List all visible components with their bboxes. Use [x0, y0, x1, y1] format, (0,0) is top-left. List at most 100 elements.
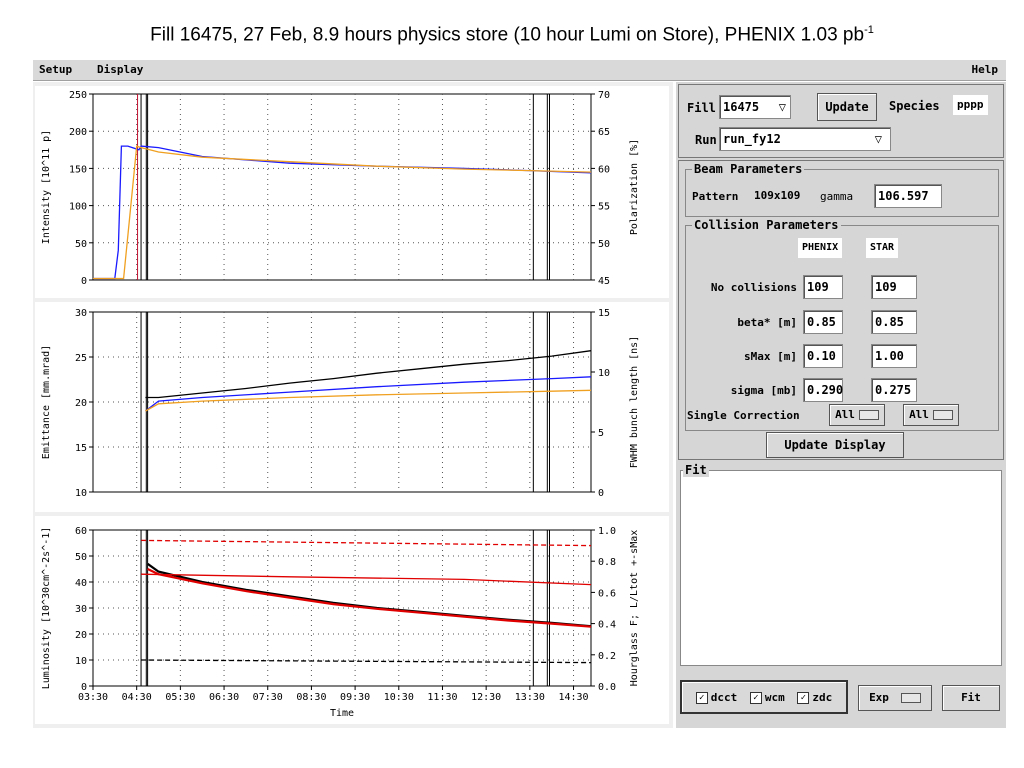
emittance-bunchlength-plot[interactable]: 10 15 20 25 30 0 5 10 15 Emittance [mm.mrad] FWHM …	[35, 302, 669, 512]
x-tick-label: 07:30	[253, 692, 283, 703]
y-tick-label: 50	[75, 552, 87, 563]
y2-tick-label: 65	[598, 127, 610, 138]
star-column-header: STAR	[866, 238, 899, 258]
run-select[interactable]: run_fy12 ▽	[719, 127, 891, 151]
x-tick-label: 06:30	[209, 692, 239, 703]
y-axis-label: Intensity [10^11 p]	[41, 130, 52, 244]
phenix-value-input[interactable]: 0.290	[803, 378, 843, 402]
gamma-input[interactable]: 106.597	[874, 184, 942, 208]
pattern-value: 109x109	[754, 189, 801, 202]
y-tick-label: 20	[75, 398, 87, 409]
y2-tick-label: 0.6	[598, 588, 616, 599]
y-tick-label: 30	[75, 604, 87, 615]
collision-parameters-title: Collision Parameters	[692, 218, 841, 232]
dropdown-arrow-icon: ▽	[778, 100, 786, 114]
y2-tick-label: 45	[598, 276, 610, 287]
series-red-line	[141, 539, 592, 547]
luminosity-hourglass-plot[interactable]: 0 10 20 30 40 50 60 0.0 0.2 0.4 0.6 0.8 1.0 Luminosit…	[35, 516, 669, 724]
y-tick-label: 0	[81, 682, 87, 693]
star-value-input[interactable]: 109	[871, 275, 917, 299]
menu-help[interactable]: Help	[971, 63, 999, 76]
x-tick-label: 04:30	[122, 692, 152, 703]
series-black-line	[141, 659, 592, 664]
menu-setup[interactable]: Setup	[39, 63, 73, 76]
y2-tick-label: 1.0	[598, 526, 616, 537]
collision-row-label: No collisions	[710, 281, 797, 294]
series-orange-line	[145, 389, 592, 412]
y2-tick-label: 70	[598, 90, 610, 101]
y2-tick-label: 5	[598, 428, 604, 439]
y-tick-label: 0	[81, 276, 87, 287]
x-tick-label: 05:30	[165, 692, 195, 703]
dcct-checkbox[interactable]: ✓	[695, 692, 708, 704]
series-red-line	[147, 568, 592, 628]
y-tick-label: 20	[75, 630, 87, 641]
toggle-indicator-icon	[932, 410, 953, 420]
star-value-input[interactable]: 0.85	[871, 310, 917, 334]
fill-select[interactable]: 16475 ▽	[719, 95, 791, 119]
x-tick-label: 12:30	[471, 692, 501, 703]
phenix-column-header: PHENIX	[798, 238, 843, 258]
x-tick-label: 11:30	[427, 692, 457, 703]
exp-menu[interactable]: Exp	[858, 685, 932, 711]
gamma-label: gamma	[820, 190, 854, 203]
collision-row-label: sigma [mb]	[730, 384, 797, 397]
collision-row-label: beta* [m]	[737, 316, 797, 329]
y-tick-label: 200	[69, 127, 87, 138]
y-axis-label: Luminosity [10^30cm^-2s^-1]	[41, 527, 52, 690]
y-tick-label: 50	[75, 239, 87, 250]
dropdown-arrow-icon: ▽	[874, 132, 882, 146]
wcm-checkbox[interactable]: ✓	[749, 692, 762, 704]
y2-tick-label: 55	[598, 202, 610, 213]
pattern-label: Pattern	[692, 190, 739, 203]
menu-display[interactable]: Display	[97, 63, 144, 76]
phenix-correction-menu[interactable]: All	[829, 404, 885, 426]
beam-parameters-title: Beam Parameters	[692, 162, 805, 176]
y-tick-label: 60	[75, 526, 87, 537]
plot-frame	[92, 93, 592, 281]
collision-row-label: sMax [m]	[744, 350, 797, 363]
single-correction-label: Single Correction	[687, 409, 800, 422]
fit-title: Fit	[683, 463, 709, 477]
toggle-indicator-icon	[900, 693, 921, 703]
star-value-input[interactable]: 1.00	[871, 344, 917, 368]
y2-tick-label: 0.4	[598, 620, 616, 631]
menu-bar: Setup Display Help	[33, 60, 1006, 81]
y2-axis-label: Hourglass F; L/Ltot +-sMax	[629, 530, 640, 687]
phenix-value-input[interactable]: 0.85	[803, 310, 843, 334]
luminosity-plot-panel: 0 10 20 30 40 50 60 0.0 0.2 0.4 0.6 0.8 1.0 Luminosit…	[35, 516, 669, 724]
x-tick-label: 08:30	[296, 692, 326, 703]
x-axis-label: Time	[330, 708, 354, 719]
detector-checkboxes: ✓ dcct ✓ wcm ✓ zdc	[680, 680, 848, 714]
y-tick-label: 250	[69, 90, 87, 101]
parameters-frame: Beam Parameters Pattern 109x109 gamma 10…	[678, 160, 1004, 460]
y-tick-label: 15	[75, 443, 87, 454]
fit-button[interactable]: Fit	[942, 685, 1000, 711]
fill-label: Fill	[687, 101, 716, 115]
x-tick-label: 10:30	[384, 692, 414, 703]
zdc-checkbox[interactable]: ✓	[797, 692, 810, 704]
star-correction-menu[interactable]: All	[903, 404, 959, 426]
y-tick-label: 100	[69, 202, 87, 213]
emittance-plot-panel: 10 15 20 25 30 0 5 10 15 Emittance [mm.mrad] FWHM …	[35, 302, 669, 512]
phenix-value-input[interactable]: 109	[803, 275, 843, 299]
y-tick-label: 30	[75, 308, 87, 319]
y-axis-label: Emittance [mm.mrad]	[41, 345, 52, 459]
series-black-line	[145, 350, 592, 399]
species-value: pppp	[953, 95, 988, 115]
y2-tick-label: 15	[598, 308, 610, 319]
star-value-input[interactable]: 0.275	[871, 378, 917, 402]
y2-axis-label: FWHM bunch length [ns]	[629, 336, 640, 468]
beam-parameters-group: Beam Parameters Pattern 109x109 gamma 10…	[685, 162, 999, 217]
x-tick-label: 03:30	[78, 692, 108, 703]
update-display-button[interactable]: Update Display	[766, 432, 904, 458]
y-tick-label: 10	[75, 488, 87, 499]
y-tick-label: 25	[75, 353, 87, 364]
intensity-polarization-plot[interactable]: 0 50 100 150 200 250 45 50 55 60 65 70 Intensity [10…	[35, 86, 669, 298]
y2-tick-label: 10	[598, 368, 610, 379]
y2-tick-label: 0	[598, 488, 604, 499]
update-button[interactable]: Update	[817, 93, 877, 121]
phenix-value-input[interactable]: 0.10	[803, 344, 843, 368]
y-tick-label: 10	[75, 656, 87, 667]
intensity-plot-panel: 0 50 100 150 200 250 45 50 55 60 65 70 Intensity [10…	[35, 86, 669, 298]
